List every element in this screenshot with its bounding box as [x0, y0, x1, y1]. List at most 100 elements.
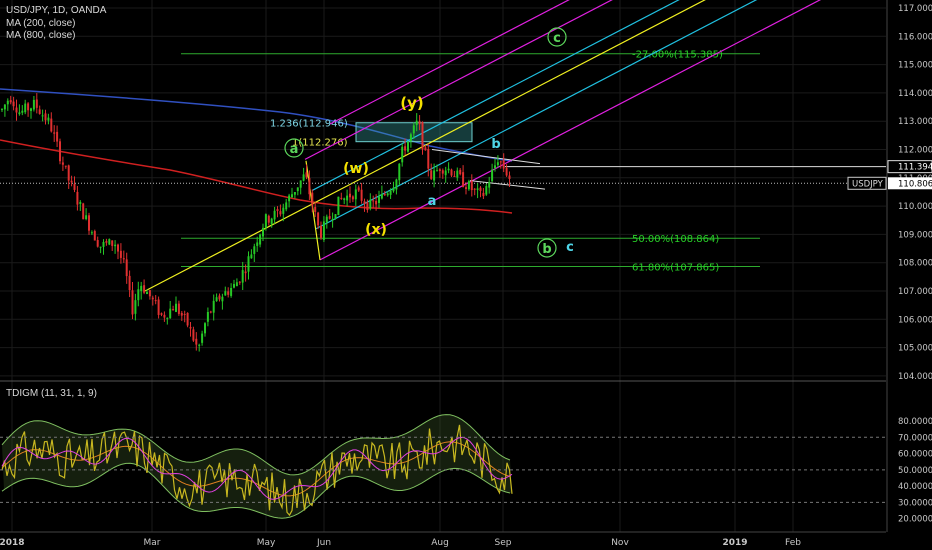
candle-body: [372, 200, 375, 202]
price-tick: 112.000: [898, 146, 932, 156]
candle-body: [343, 198, 346, 200]
pitchfork-upper: [304, 0, 613, 160]
candle-body: [108, 239, 111, 245]
candle-body: [241, 270, 244, 283]
pitchfork-median: [144, 0, 706, 292]
candle-body: [3, 104, 6, 110]
candlestick-series: [1, 93, 511, 352]
level-badge-text: 111.394: [898, 163, 932, 173]
candle-body: [146, 292, 148, 294]
candle-body: [314, 206, 317, 212]
time-axis[interactable]: 2018 Mar May Jun Aug Sep Nov 2019 Feb: [0, 531, 886, 548]
candle-body: [462, 172, 465, 187]
candle-body: [30, 108, 32, 111]
price-axis[interactable]: 117.000 116.000 115.000 114.000 113.000 112.0…: [847, 0, 932, 532]
candle-body: [59, 141, 61, 162]
candle-body: [479, 187, 482, 191]
candle-body: [421, 122, 424, 150]
fib-ext-label: 1(112.276): [292, 138, 348, 149]
candle-body: [38, 109, 41, 114]
candle-body: [148, 290, 151, 297]
candle-body: [299, 180, 302, 188]
indicator-legend: TDIGM (11, 31, 1, 9): [6, 388, 97, 399]
andrews-pitchfork[interactable]: [0, 0, 886, 292]
candle-body: [253, 246, 256, 254]
candle-body: [209, 311, 212, 313]
time-tick: Mar: [144, 538, 161, 548]
candle-body: [320, 225, 322, 238]
candle-body: [44, 113, 47, 121]
candle-body: [195, 338, 198, 345]
candle-body: [250, 254, 253, 259]
candle-body: [137, 289, 140, 301]
candle-body: [230, 288, 233, 296]
candle-body: [131, 290, 134, 315]
time-tick: 2019: [722, 538, 747, 548]
candle-body: [415, 120, 418, 126]
price-tick: 108.000: [898, 259, 932, 269]
candle-body: [175, 303, 177, 312]
last-price-text: 110.806: [898, 179, 932, 189]
symbol-badge-text: USDJPY: [852, 179, 884, 189]
candle-body: [88, 215, 90, 231]
tdi-band-fill: [2, 414, 512, 519]
candle-body: [325, 216, 328, 223]
candle-body: [35, 99, 38, 108]
candle-body: [198, 344, 201, 346]
candle-body: [21, 110, 24, 113]
candle-body: [467, 181, 470, 190]
candle-body: [186, 312, 189, 326]
candle-body: [499, 161, 502, 163]
price-tick: 117.000: [898, 4, 932, 14]
price-tick: 104.000: [898, 372, 932, 382]
price-tick: 110.000: [898, 202, 932, 212]
candle-body: [389, 190, 392, 195]
candle-body: [154, 300, 157, 302]
candle-body: [392, 187, 395, 192]
tdi-rsi-line: [1, 424, 513, 517]
candle-body: [201, 333, 204, 343]
indicator-tick: 40.0000: [898, 482, 932, 492]
candle-body: [351, 196, 354, 200]
candle-body: [473, 188, 476, 190]
tdi-indicator-pane: [0, 414, 886, 519]
time-tick: Nov: [611, 538, 629, 548]
candle-body: [366, 202, 369, 210]
candle-body: [430, 170, 433, 179]
time-tick: Feb: [785, 538, 801, 548]
candle-body: [360, 189, 363, 201]
candle-body: [169, 308, 172, 319]
candle-body: [76, 191, 79, 205]
time-tick: Aug: [431, 538, 449, 548]
wave-label: (y): [400, 94, 424, 112]
candle-body: [235, 282, 238, 287]
candle-body: [470, 181, 473, 191]
candle-body: [32, 99, 35, 110]
candle-body: [447, 168, 450, 171]
candle-body: [206, 312, 209, 322]
candle-body: [160, 313, 163, 315]
candle-body: [247, 256, 250, 272]
candle-body: [349, 193, 351, 198]
candle-body: [264, 214, 267, 228]
ma-200-path: [0, 139, 513, 214]
price-tick: 116.000: [898, 32, 932, 42]
wave-label: c: [566, 240, 574, 255]
candle-body: [291, 194, 293, 198]
candle-body: [334, 214, 337, 219]
pitchfork-lower: [319, 0, 822, 261]
price-tick: 105.000: [898, 344, 932, 354]
price-tick: 115.000: [898, 61, 932, 71]
pitchfork-inner-upper: [311, 0, 680, 192]
candle-body: [119, 250, 122, 258]
candle-body: [456, 170, 459, 178]
candle-body: [12, 101, 15, 107]
symbol-title: USD/JPY, 1D, OANDA: [6, 5, 107, 16]
candle-body: [502, 160, 505, 169]
candle-body: [322, 221, 325, 240]
candle-body: [407, 141, 409, 152]
candle-body: [276, 209, 279, 211]
grid-lines: [0, 0, 886, 532]
